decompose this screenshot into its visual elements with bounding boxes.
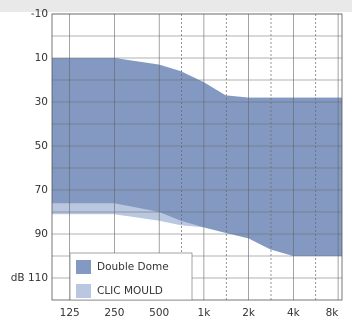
area — [52, 58, 342, 256]
legend-label: CLIC MOULD — [97, 285, 163, 297]
plot-border — [51, 13, 343, 301]
y-tick-label: 30 — [35, 96, 48, 108]
y-tick-label: dB 110 — [11, 272, 48, 284]
x-tick-label: 250 — [104, 307, 124, 319]
legend: Double Dome CLIC MOULD — [69, 252, 193, 301]
legend-swatch — [76, 284, 91, 298]
y-tick-label: 50 — [35, 140, 48, 152]
x-tick-label: 8k — [326, 307, 340, 319]
x-tick-label: 125 — [60, 307, 80, 319]
y-tick-label: -10 — [31, 8, 48, 20]
x-tick-label: 2k — [242, 307, 256, 319]
x-tick-label: 4k — [287, 307, 301, 319]
y-tick-label: 10 — [35, 52, 48, 64]
legend-swatch — [76, 260, 91, 274]
y-tick-label: 70 — [35, 184, 48, 196]
x-tick-label: 1k — [198, 307, 212, 319]
legend-label: Double Dome — [97, 261, 169, 273]
y-tick-label: 90 — [35, 228, 48, 240]
x-tick-label: 500 — [149, 307, 169, 319]
top-bar — [0, 0, 352, 12]
